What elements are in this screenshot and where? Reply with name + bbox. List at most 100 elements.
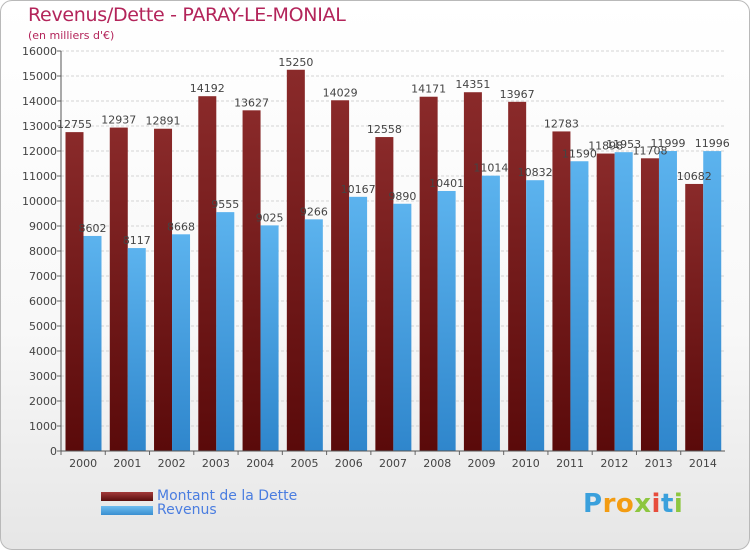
data-label: 10682 — [677, 170, 712, 183]
y-tick-label: 16000 — [22, 45, 57, 58]
x-tick-label: 2001 — [113, 457, 141, 470]
logo-letter: i — [651, 489, 661, 519]
x-tick-label: 2011 — [556, 457, 584, 470]
chart-subtitle: (en milliers d'€) — [28, 29, 115, 42]
bar-revenus — [481, 175, 500, 451]
x-tick-label: 2007 — [379, 457, 407, 470]
bars — [65, 69, 722, 452]
logo-letter: r — [602, 489, 616, 519]
data-label: 11953 — [606, 138, 641, 151]
bar-revenus — [304, 219, 323, 451]
data-label: 9025 — [256, 211, 284, 224]
y-tick-label: 1000 — [29, 420, 57, 433]
x-tick-label: 2008 — [423, 457, 451, 470]
legend-swatch-revenus — [101, 505, 153, 515]
y-tick-label: 8000 — [29, 245, 57, 258]
x-tick-label: 2003 — [202, 457, 230, 470]
bar-revenus — [127, 248, 146, 451]
legend-item-revenus: Revenus — [101, 503, 217, 517]
data-label: 11996 — [695, 137, 730, 150]
y-tick-label: 4000 — [29, 345, 57, 358]
data-label: 13627 — [234, 96, 269, 109]
x-tick-label: 2004 — [246, 457, 274, 470]
bar-revenus — [614, 152, 633, 452]
x-tick-label: 2010 — [512, 457, 540, 470]
data-label: 8117 — [123, 234, 151, 247]
x-tick-label: 2012 — [600, 457, 628, 470]
bar-dette — [375, 137, 394, 452]
y-tick-label: 0 — [50, 445, 57, 458]
x-tick-label: 2005 — [290, 457, 318, 470]
data-label: 12558 — [367, 123, 402, 136]
bar-revenus — [216, 212, 235, 451]
axes — [60, 51, 725, 452]
data-label: 10167 — [341, 183, 376, 196]
x-tick-label: 2014 — [689, 457, 717, 470]
bar-dette — [419, 96, 438, 451]
data-label: 12937 — [101, 114, 136, 127]
bar-dette — [65, 132, 84, 451]
bar-revenus — [658, 151, 677, 451]
bar-dette — [552, 131, 571, 452]
y-tick-label: 9000 — [29, 220, 57, 233]
data-label: 12755 — [57, 118, 92, 131]
data-label: 9266 — [300, 205, 328, 218]
data-label: 14171 — [411, 83, 446, 96]
y-axis-tick-labels: 0 1000 2000 3000 4000 5000 6000 7000 8000 9000 100… — [22, 45, 57, 458]
y-tick-label: 5000 — [29, 320, 57, 333]
x-tick-label: 2013 — [645, 457, 673, 470]
legend-label-revenus: Revenus — [157, 502, 217, 518]
bar-revenus — [703, 151, 722, 451]
bar-revenus — [393, 203, 412, 451]
bar-dette — [463, 92, 482, 451]
logo-letter: x — [634, 489, 652, 519]
y-tick-label: 2000 — [29, 395, 57, 408]
bar-dette — [331, 100, 350, 452]
bar-revenus — [526, 180, 545, 451]
bar-revenus — [83, 235, 102, 451]
y-tick-label: 13000 — [22, 120, 57, 133]
bar-dette — [596, 153, 615, 452]
legend-label-dette: Montant de la Dette — [157, 488, 298, 504]
logo-letter: t — [660, 489, 674, 519]
data-label: 12783 — [544, 117, 579, 130]
x-tick-label: 2000 — [69, 457, 97, 470]
y-tick-label: 14000 — [22, 95, 57, 108]
bar-dette — [286, 69, 305, 451]
bar-dette — [640, 158, 659, 452]
x-tick-label: 2009 — [468, 457, 496, 470]
data-label: 12891 — [146, 115, 181, 128]
bar-dette — [154, 128, 173, 451]
proxiti-logo: Proxiti — [583, 489, 683, 519]
data-label: 11014 — [473, 162, 508, 175]
data-label: 15250 — [278, 56, 313, 69]
y-tick-label: 15000 — [22, 70, 57, 83]
data-label: 10401 — [429, 177, 464, 190]
bar-dette — [685, 183, 704, 451]
data-label: 11999 — [650, 137, 685, 150]
data-label: 10832 — [518, 166, 553, 179]
legend-swatch-dette — [101, 491, 153, 501]
logo-letter: P — [583, 489, 603, 519]
x-tick-label: 2002 — [158, 457, 186, 470]
data-labels: 12755 8602 12937 8117 12891 8668 14192 9555 1362… — [57, 56, 730, 247]
bar-dette — [198, 96, 217, 451]
y-tick-label: 3000 — [29, 370, 57, 383]
bar-revenus — [437, 190, 456, 451]
data-label: 14192 — [190, 82, 225, 95]
y-tick-label: 7000 — [29, 270, 57, 283]
y-tick-label: 6000 — [29, 295, 57, 308]
data-label: 14351 — [455, 78, 490, 91]
x-tick-label: 2006 — [335, 457, 363, 470]
data-label: 11590 — [562, 147, 597, 160]
data-label: 8668 — [167, 220, 195, 233]
bar-dette — [242, 110, 261, 451]
bar-dette — [109, 127, 128, 451]
bar-revenus — [570, 161, 589, 451]
chart-title: Revenus/Dette - PARAY-LE-MONIAL — [28, 4, 346, 26]
bar-dette — [508, 101, 527, 451]
data-label: 13967 — [500, 88, 535, 101]
logo-letter: i — [673, 489, 684, 519]
